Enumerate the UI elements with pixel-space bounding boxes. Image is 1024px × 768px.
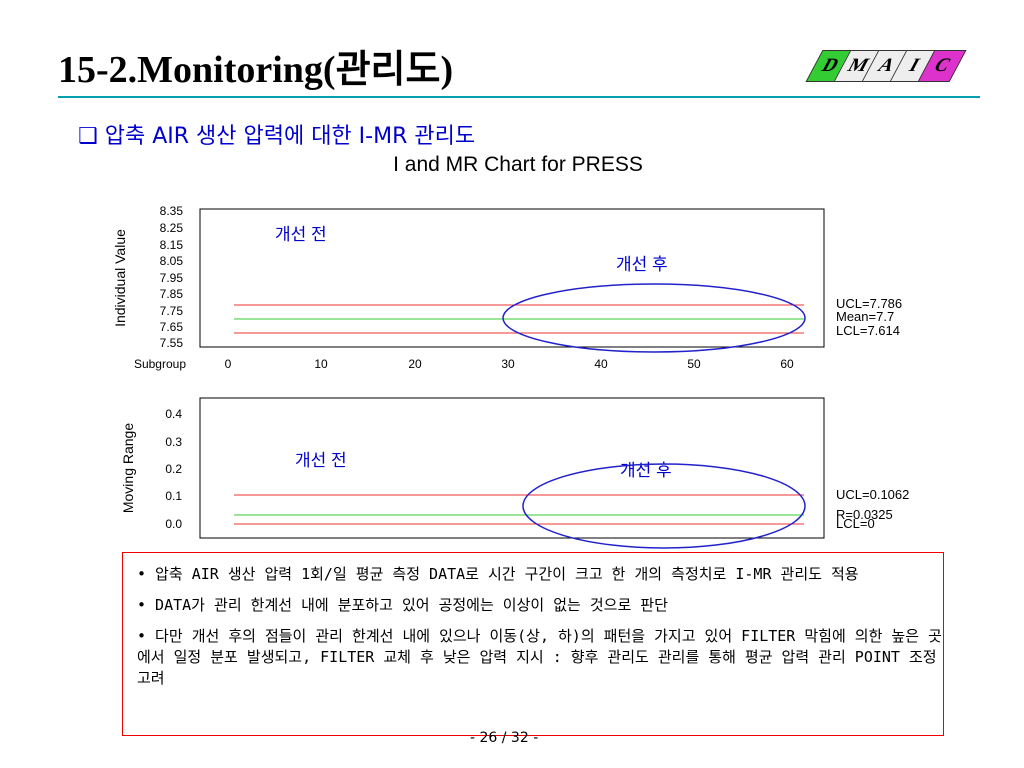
mr-lcl-label: LCL=0 bbox=[836, 516, 875, 531]
i-ytick: 8.15 bbox=[160, 238, 184, 252]
i-ytick: 7.85 bbox=[160, 287, 184, 301]
i-xtick: 10 bbox=[314, 357, 328, 371]
i-xtick: 60 bbox=[780, 357, 794, 371]
i-xtick: 30 bbox=[501, 357, 515, 371]
section-subtitle: ❑ 압축 AIR 생산 압력에 대한 I-MR 관리도 bbox=[78, 124, 476, 149]
mr-chart-frame bbox=[199, 397, 825, 539]
i-after-label: 개선 후 bbox=[616, 255, 668, 274]
mr-after-ellipse bbox=[522, 463, 806, 549]
note-3: • 다만 개선 후의 점들이 관리 한계선 내에 있으나 이동(상, 하)의 패… bbox=[137, 627, 942, 687]
mr-ytick: 0.3 bbox=[165, 435, 182, 449]
i-ytick: 8.05 bbox=[160, 254, 184, 268]
i-ucl-label: UCL=7.786 bbox=[836, 296, 902, 311]
i-mean-label: Mean=7.7 bbox=[836, 309, 894, 324]
i-ytick: 7.75 bbox=[160, 304, 184, 318]
i-after-ellipse bbox=[502, 283, 806, 353]
mr-ytick: 0.4 bbox=[165, 407, 182, 421]
i-ytick: 7.95 bbox=[160, 271, 184, 285]
i-xtick: 50 bbox=[687, 357, 701, 371]
i-xtick: 40 bbox=[594, 357, 608, 371]
note-2: • DATA가 관리 한계선 내에 분포하고 있어 공정에는 이상이 없는 것으… bbox=[137, 596, 668, 614]
i-ytick: 8.25 bbox=[160, 221, 184, 235]
i-lcl-label: LCL=7.614 bbox=[836, 323, 900, 338]
page-title: 15-2.Monitoring(관리도) bbox=[58, 49, 454, 91]
mr-before-label: 개선 전 bbox=[295, 451, 347, 470]
i-xtick: 20 bbox=[408, 357, 422, 371]
mr-ytick: 0.0 bbox=[165, 517, 182, 531]
page-number: - 26 / 32 - bbox=[470, 730, 539, 746]
note-1: • 압축 AIR 생산 압력 1회/일 평균 측정 DATA로 시간 구간이 크… bbox=[137, 565, 859, 583]
mr-ucl-label: UCL=0.1062 bbox=[836, 487, 909, 502]
mr-ylabel: Moving Range bbox=[120, 423, 136, 513]
mr-ytick: 0.1 bbox=[165, 489, 182, 503]
i-before-label: 개선 전 bbox=[275, 225, 327, 244]
mr-ytick: 0.2 bbox=[165, 462, 182, 476]
notes-box: • 압축 AIR 생산 압력 1회/일 평균 측정 DATA로 시간 구간이 크… bbox=[122, 552, 944, 736]
title-underline bbox=[58, 96, 980, 98]
i-ytick: 8.35 bbox=[160, 204, 184, 218]
i-xtick: 0 bbox=[225, 357, 232, 371]
i-ytick: 7.65 bbox=[160, 320, 184, 334]
i-xlabel: Subgroup bbox=[134, 357, 186, 371]
i-ylabel: Individual Value bbox=[112, 229, 128, 327]
chart-title: I and MR Chart for PRESS bbox=[393, 153, 643, 176]
mr-after-label: 개선 후 bbox=[620, 461, 672, 480]
i-ytick: 7.55 bbox=[160, 336, 184, 350]
i-chart-frame bbox=[199, 208, 825, 348]
mr-mean-label: R=0.0325 bbox=[836, 507, 893, 522]
